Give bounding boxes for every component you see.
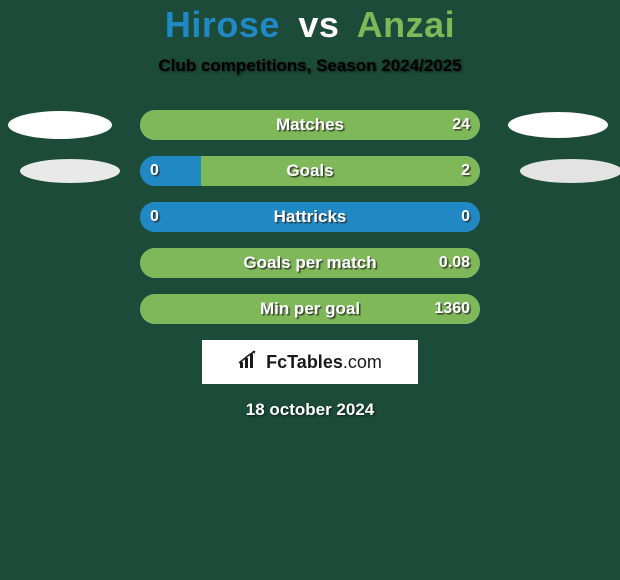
brand-badge: FcTables.com (202, 340, 418, 384)
stat-bar-track: Hattricks00 (140, 202, 480, 232)
subtitle: Club competitions, Season 2024/2025 (0, 56, 620, 76)
stat-row: Hattricks00 (0, 202, 620, 232)
stat-row: Goals per match0.08 (0, 248, 620, 278)
stat-bar-fill-right (140, 248, 480, 278)
left-avatar-ellipse (20, 159, 120, 183)
page-title: Hirose vs Anzai (0, 0, 620, 46)
stat-bar-fill-right (140, 110, 480, 140)
title-player2: Anzai (357, 4, 456, 45)
comparison-bars: Matches24 Goals02 Hattricks00 Goals per mat… (0, 110, 620, 324)
brand-inner: FcTables.com (238, 350, 382, 375)
stat-bar-fill-right (201, 156, 480, 186)
stat-bar-track: Matches24 (140, 110, 480, 140)
date-text: 18 october 2024 (0, 400, 620, 420)
brand-text: FcTables.com (266, 352, 382, 373)
stat-bar-track: Goals per match0.08 (140, 248, 480, 278)
stat-bar-track: Goals02 (140, 156, 480, 186)
title-vs: vs (298, 4, 339, 45)
stat-bar-fill-right (140, 294, 480, 324)
right-avatar-ellipse (520, 159, 620, 183)
stat-row: Min per goal1360 (0, 294, 620, 324)
right-avatar-ellipse (508, 112, 608, 138)
left-avatar-ellipse (8, 111, 112, 139)
bar-chart-icon (238, 350, 260, 375)
stat-bar-fill-left (140, 202, 480, 232)
brand-name: FcTables (266, 352, 343, 372)
stat-bar-fill-left (140, 156, 201, 186)
stat-row: Matches24 (0, 110, 620, 140)
title-player1: Hirose (165, 4, 280, 45)
comparison-infographic: Hirose vs Anzai Club competitions, Seaso… (0, 0, 620, 580)
stat-bar-track: Min per goal1360 (140, 294, 480, 324)
brand-tld: .com (343, 352, 382, 372)
stat-row: Goals02 (0, 156, 620, 186)
